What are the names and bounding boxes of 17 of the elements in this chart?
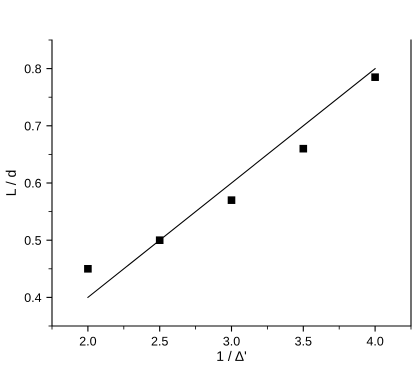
y-tick-label: 0.5	[24, 236, 42, 245]
y-tick-label: 0.4	[24, 293, 42, 302]
point	[228, 196, 236, 204]
y-tick-label: 0.6	[24, 178, 42, 188]
point	[84, 264, 92, 273]
x-tick-label: 2.0	[80, 336, 96, 346]
x-tick-label: 4.0	[366, 336, 384, 346]
x-axis-title: 1 / Δ'	[217, 350, 246, 362]
point	[299, 144, 308, 152]
y-axis-title: L / d	[6, 170, 16, 196]
x-tick-label: 2.5	[152, 336, 168, 346]
point	[156, 236, 164, 244]
x-tick-label: 3.5	[295, 336, 312, 346]
y-tick-label: 0.7	[24, 122, 41, 130]
point	[371, 73, 379, 81]
y-tick-label: 0.8	[24, 64, 42, 74]
x-tick-label: 3.0	[223, 336, 240, 346]
